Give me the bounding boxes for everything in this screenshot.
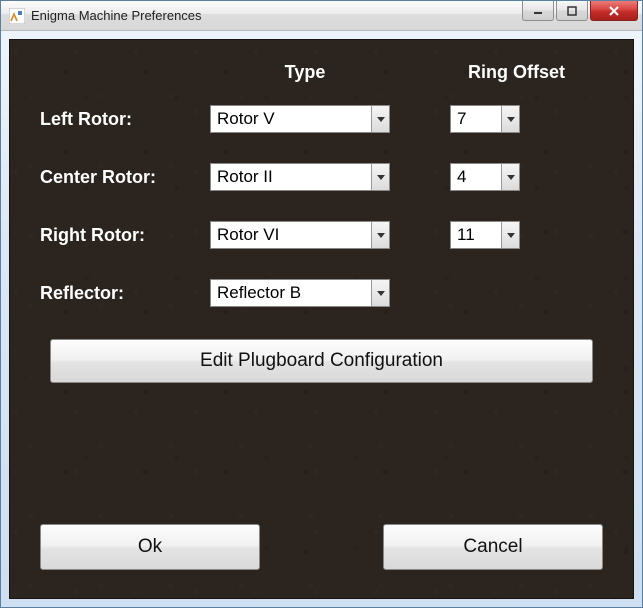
ok-label: Ok [138,536,162,558]
app-window: Enigma Machine Preferences Type Ring Off… [0,0,643,608]
titlebar: Enigma Machine Preferences [1,1,642,31]
label-right-rotor: Right Rotor: [40,225,210,246]
header-type: Type [210,62,400,83]
window-buttons [522,1,640,23]
chevron-down-icon [371,280,389,306]
app-icon [9,8,25,24]
left-rotor-type-select[interactable]: Rotor V [210,105,390,133]
chevron-down-icon [501,106,519,132]
right-rotor-type-select[interactable]: Rotor VI [210,221,390,249]
chevron-down-icon [371,164,389,190]
row-right-rotor: Right Rotor: Rotor VI 11 [40,217,603,253]
content: Type Ring Offset Left Rotor: Rotor V 7 C… [10,40,633,598]
reflector-type-value: Reflector B [211,283,371,303]
row-left-rotor: Left Rotor: Rotor V 7 [40,101,603,137]
cancel-button[interactable]: Cancel [383,524,603,570]
left-rotor-ring-select[interactable]: 7 [450,105,520,133]
label-reflector: Reflector: [40,283,210,304]
ok-button[interactable]: Ok [40,524,260,570]
label-left-rotor: Left Rotor: [40,109,210,130]
dialog-buttons: Ok Cancel [40,524,603,570]
column-headers: Type Ring Offset [40,62,603,83]
minimize-button[interactable] [522,1,554,21]
window-title: Enigma Machine Preferences [31,8,522,23]
left-rotor-ring-value: 7 [451,109,501,129]
cancel-label: Cancel [463,536,522,558]
header-ring-offset: Ring Offset [400,62,603,83]
right-rotor-type-value: Rotor VI [211,225,371,245]
row-center-rotor: Center Rotor: Rotor II 4 [40,159,603,195]
client-area: Type Ring Offset Left Rotor: Rotor V 7 C… [9,39,634,599]
row-reflector: Reflector: Reflector B [40,275,603,311]
center-rotor-ring-select[interactable]: 4 [450,163,520,191]
center-rotor-type-value: Rotor II [211,167,371,187]
chevron-down-icon [371,222,389,248]
chevron-down-icon [501,164,519,190]
close-button[interactable] [590,1,638,21]
edit-plugboard-button[interactable]: Edit Plugboard Configuration [50,339,593,383]
edit-plugboard-label: Edit Plugboard Configuration [200,350,443,372]
right-rotor-ring-select[interactable]: 11 [450,221,520,249]
center-rotor-type-select[interactable]: Rotor II [210,163,390,191]
chevron-down-icon [501,222,519,248]
left-rotor-type-value: Rotor V [211,109,371,129]
center-rotor-ring-value: 4 [451,167,501,187]
right-rotor-ring-value: 11 [451,225,501,245]
label-center-rotor: Center Rotor: [40,167,210,188]
reflector-type-select[interactable]: Reflector B [210,279,390,307]
maximize-button[interactable] [556,1,588,21]
chevron-down-icon [371,106,389,132]
